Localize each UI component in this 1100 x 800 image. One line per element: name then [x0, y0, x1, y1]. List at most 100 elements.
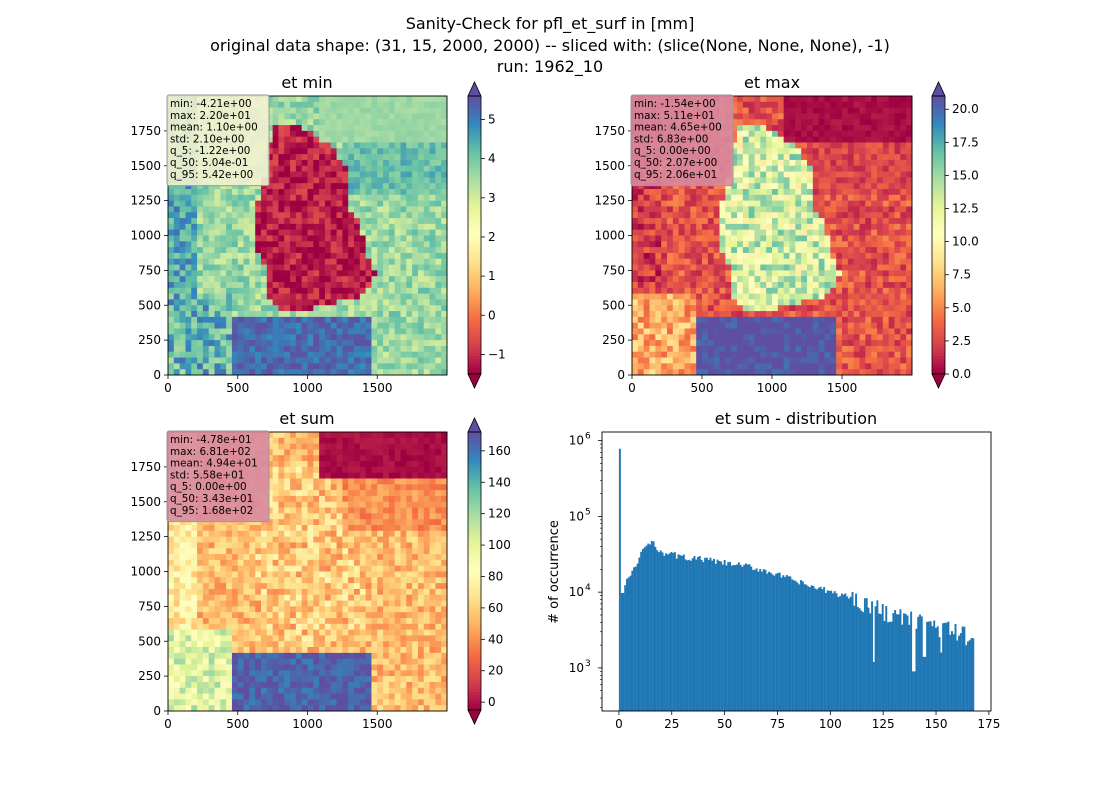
heat-cell — [818, 334, 825, 341]
heat-cell — [243, 299, 250, 306]
heat-cell — [307, 159, 314, 167]
heat-cell — [678, 258, 685, 266]
heat-cell — [377, 113, 384, 120]
heat-cell — [441, 252, 448, 260]
heat-cell — [423, 340, 431, 347]
heat-cell — [713, 200, 720, 207]
heat-cell — [760, 200, 767, 207]
heat-cell — [383, 247, 390, 254]
heat-cell — [655, 212, 662, 219]
heat-cell — [865, 299, 872, 306]
heat-cell — [783, 258, 790, 266]
heat-cell — [766, 252, 773, 260]
heat-cell — [191, 270, 198, 277]
heat-cell — [400, 299, 407, 306]
heat-cell — [168, 276, 175, 283]
heat-cell — [690, 200, 697, 207]
heat-cell — [667, 345, 674, 353]
heat-cell — [179, 340, 186, 347]
colorbar-segment — [468, 321, 481, 326]
heat-cell — [173, 276, 181, 283]
heat-cell — [649, 369, 656, 376]
heat-cell — [748, 130, 755, 138]
heat-cell — [725, 247, 732, 254]
heat-cell — [406, 247, 413, 254]
heat-cell — [284, 96, 291, 103]
heat-cell — [319, 270, 326, 277]
heat-cell — [394, 345, 401, 353]
heat-cell — [766, 96, 773, 103]
heat-cell — [667, 258, 674, 266]
heat-cell — [637, 316, 645, 324]
heat-cell — [847, 252, 855, 260]
heat-cell — [406, 322, 413, 329]
heat-cell — [394, 270, 401, 277]
heat-cell — [336, 351, 343, 359]
heat-cell — [871, 218, 878, 225]
heat-cell — [637, 183, 645, 190]
heat-cell — [266, 136, 274, 143]
heat-cell — [661, 351, 668, 359]
heat-cell — [173, 340, 181, 347]
heat-cell — [400, 287, 407, 295]
heat-cell — [748, 334, 755, 341]
heat-cell — [423, 212, 431, 219]
heat-cell — [266, 247, 274, 254]
heat-cell — [307, 177, 314, 184]
colorbar-segment — [468, 133, 481, 137]
heat-cell — [789, 235, 796, 242]
heat-cell — [319, 206, 326, 213]
heat-cell — [637, 241, 645, 248]
heat-cell — [301, 432, 308, 439]
heat-cell — [847, 316, 855, 324]
heat-cell — [888, 212, 895, 219]
heat-cell — [777, 282, 785, 289]
heat-cell — [824, 247, 831, 254]
heat-cell — [754, 165, 761, 173]
heat-cell — [272, 165, 279, 173]
heat-cell — [284, 270, 291, 277]
heat-cell — [643, 351, 650, 359]
heat-cell — [801, 101, 808, 109]
heat-cell — [261, 345, 268, 353]
heat-cell — [847, 270, 855, 277]
heat-cell — [900, 345, 907, 353]
heat-cell — [359, 235, 367, 242]
heat-cell — [853, 264, 860, 271]
heat-cell — [754, 200, 761, 207]
heat-cell — [208, 276, 215, 283]
heat-cell — [197, 223, 204, 231]
heat-cell — [772, 357, 779, 364]
colorbar-segment — [932, 188, 945, 193]
heat-cell — [400, 101, 407, 109]
heat-cell — [707, 287, 715, 295]
heat-cell — [882, 154, 890, 161]
heat-cell — [284, 247, 291, 254]
heat-cell — [423, 148, 431, 155]
heat-cell — [818, 142, 825, 149]
heat-cell — [655, 305, 662, 312]
heat-cell — [789, 270, 796, 277]
heat-cell — [336, 218, 343, 225]
heat-cell — [737, 334, 744, 341]
heat-cell — [865, 148, 872, 155]
heat-cell — [307, 357, 314, 364]
heat-cell — [429, 252, 436, 260]
heat-cell — [377, 334, 384, 341]
heat-cell — [261, 305, 268, 312]
heat-cell — [284, 107, 291, 114]
heat-cell — [667, 229, 674, 236]
heat-cell — [383, 276, 390, 283]
heat-cell — [859, 165, 866, 173]
heat-cell — [643, 345, 650, 353]
heat-cell — [894, 136, 901, 143]
heat-cell — [678, 334, 685, 341]
heat-cell — [371, 437, 378, 445]
heat-cell — [882, 148, 890, 155]
heat-cell — [632, 340, 639, 347]
heat-cell — [789, 345, 796, 353]
heat-cell — [772, 311, 779, 318]
heat-cell — [272, 183, 279, 190]
heat-cell — [429, 334, 436, 341]
heat-cell — [400, 363, 407, 370]
